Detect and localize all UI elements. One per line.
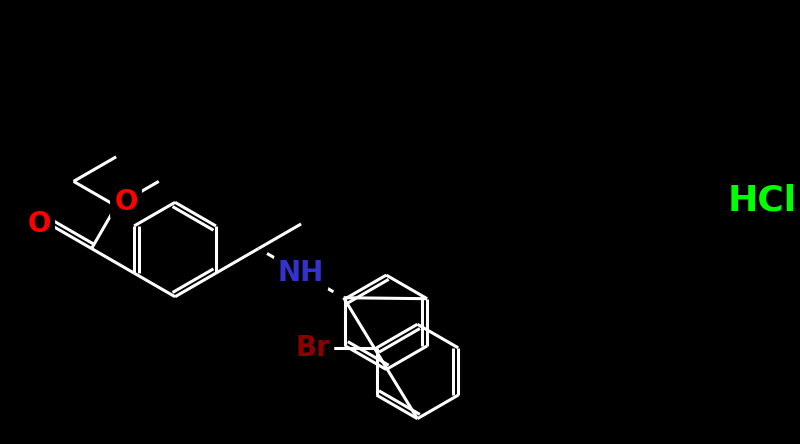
Text: HCl: HCl [727,183,797,218]
Text: Br: Br [295,334,330,362]
Text: O: O [114,188,138,216]
Text: O: O [27,210,51,238]
Text: NH: NH [278,259,324,287]
